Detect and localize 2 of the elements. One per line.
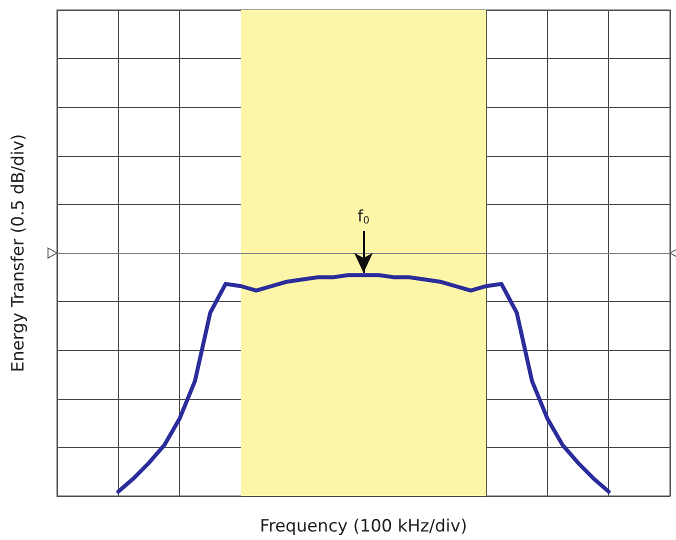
y-axis-title: Energy Transfer (0.5 dB/div) [8,134,28,372]
x-axis-title: Frequency (100 kHz/div) [260,516,468,536]
